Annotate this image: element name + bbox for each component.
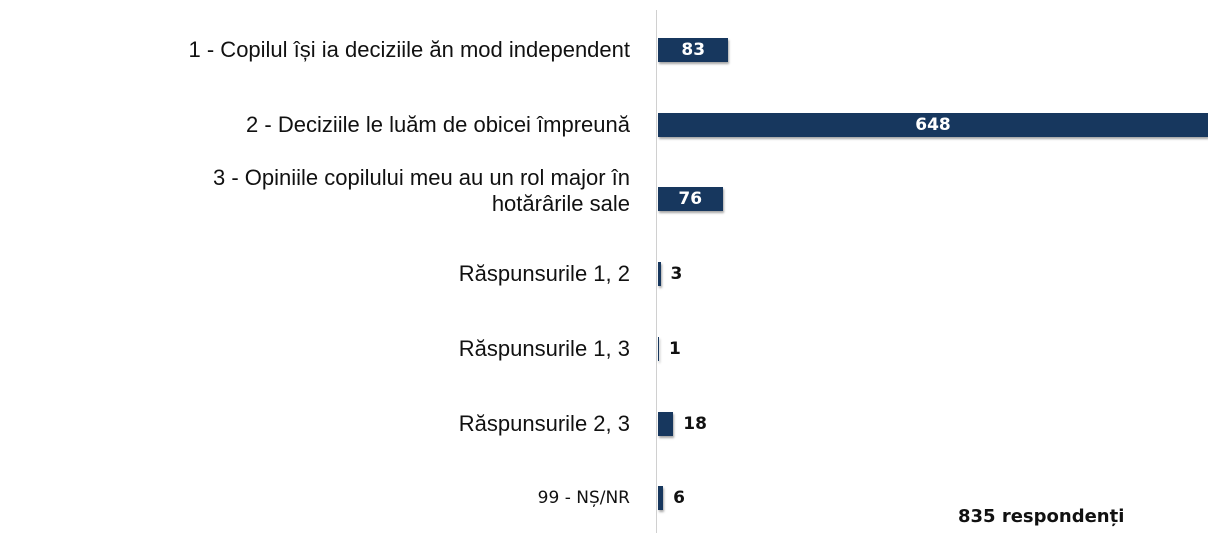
data-label: 76 bbox=[678, 189, 703, 210]
annotation: 835 respondenți bbox=[958, 506, 1125, 527]
category-label: Răspunsurile 1, 3 bbox=[458, 335, 630, 361]
category-label: Răspunsurile 1, 2 bbox=[458, 261, 630, 287]
bar bbox=[658, 262, 661, 287]
bar bbox=[658, 336, 659, 361]
data-label: 18 bbox=[683, 413, 707, 434]
bar bbox=[658, 187, 723, 212]
category-label: 1 - Copilul își ia deciziile ăn mod inde… bbox=[188, 37, 630, 62]
category-label: 99 - NȘ/NR bbox=[537, 488, 630, 509]
data-label: 6 bbox=[673, 488, 685, 509]
data-label: 83 bbox=[681, 40, 706, 60]
category-label: 2 - Deciziile le luăm de obicei împreună bbox=[246, 111, 630, 137]
bar bbox=[658, 411, 674, 436]
axis-line bbox=[656, 10, 657, 533]
bar bbox=[658, 112, 1208, 137]
data-label: 3 bbox=[670, 264, 683, 285]
category-label: 3 - Opiniile copilului meu au un rol maj… bbox=[213, 165, 630, 217]
data-label: 648 bbox=[915, 114, 951, 135]
bar bbox=[658, 486, 664, 511]
data-label: 1 bbox=[669, 338, 681, 359]
bar bbox=[658, 38, 729, 62]
category-label: Răspunsurile 2, 3 bbox=[458, 410, 630, 436]
